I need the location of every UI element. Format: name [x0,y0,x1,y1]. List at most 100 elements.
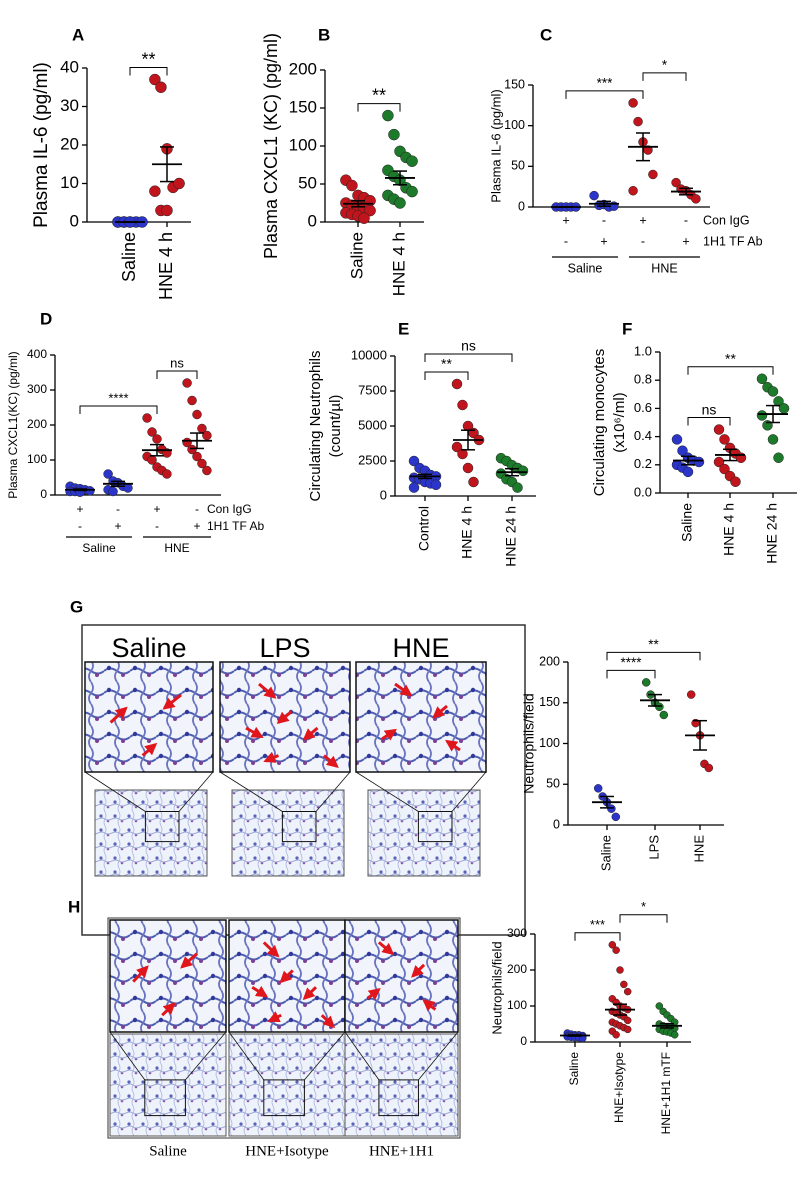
data-point [394,197,406,209]
data-point [767,434,779,445]
data-point [197,458,207,469]
significance-bracket [619,914,668,923]
data-point [773,452,784,463]
significance-bracket [574,932,621,941]
data-point [103,469,113,479]
x-row-mark: - [564,234,568,248]
y-tick-label: 0.2 [634,456,652,471]
histology-overview-image [231,789,345,877]
x-tick-label: HNE 4 h [156,232,176,300]
x-row-mark: - [78,519,82,533]
significance-label: ** [141,49,155,69]
data-point [611,812,621,822]
panel-letter: A [72,25,84,44]
y-tick-label: 20 [60,134,79,153]
data-point [719,463,730,475]
red-arrow [279,969,294,984]
significance-bracket [642,72,687,81]
red-arrow [302,986,318,1001]
y-tick-label: 10 [60,173,79,192]
y-tick-label: 50 [511,159,525,173]
data-point [623,1016,632,1025]
significance-label: ** [441,356,452,372]
data-point [468,476,479,488]
image-label: HNE [392,633,449,663]
data-point [612,946,620,954]
x-tick-label: Saline [347,232,366,279]
data-point [682,466,694,478]
significance-label: ** [648,637,659,652]
data-point [778,403,790,414]
red-arrow [263,751,280,763]
y-axis-label: Plasma IL-6 (pg/ml) [31,62,52,228]
significance-label: **** [620,655,642,670]
y-axis-label: Plasma CXCL1(KC) (pg/ml) [6,351,20,498]
zoom-connector [84,771,146,812]
x-tick-label: Saline [119,232,139,282]
significance-label: ** [725,350,736,366]
data-point [607,804,616,813]
red-arrow [381,728,397,741]
significance-label: * [662,57,668,72]
x-tick-label: HNE 24 h [503,506,519,567]
data-point [628,98,638,108]
x-row-name: 1H1 TF Ab [703,234,763,248]
x-row-mark: + [153,502,160,516]
y-tick-label: 1.0 [634,343,652,358]
data-point [192,409,202,420]
data-point [713,456,725,468]
y-tick-label: 50 [298,173,317,192]
red-arrow [377,941,395,956]
data-point [730,476,741,487]
x-row-mark: - [684,213,688,227]
significance-label: ns [170,355,184,370]
data-point [756,373,768,385]
data-point [187,444,197,455]
data-point [152,434,162,444]
data-point [346,179,358,192]
x-tick-label: Saline [679,503,695,542]
y-tick-label: 200 [27,417,47,431]
x-tick-label: Control [416,506,432,551]
data-point [192,451,202,462]
x-tick-label: HNE 4 h [721,503,737,556]
zoom-connector [109,1031,146,1081]
x-group-label: HNE [651,261,677,275]
significance-label: ** [372,85,386,105]
data-point [149,73,161,86]
data-point [655,1002,664,1010]
data-point [773,396,784,407]
zoom-connector [418,1031,459,1081]
zoom-box [263,1079,305,1117]
y-tick-label: 100 [539,736,560,750]
zoom-box [144,811,180,843]
data-point [671,177,681,188]
data-point [108,486,118,497]
data-point [161,204,173,217]
red-arrow [161,1002,176,1017]
data-point [693,456,705,468]
data-point [659,710,669,720]
histology-overview-image [344,1033,459,1137]
red-arrow [141,742,158,757]
significance-bracket [606,669,656,679]
data-point [430,479,442,491]
histology-overview-image [109,1033,227,1137]
panel-letter: C [540,25,552,44]
histology-zoom-image [109,919,227,1033]
y-tick-label: 100 [27,452,47,466]
histology-zoom-image [344,919,459,1033]
y-axis-label: Neutrophils/field [489,941,504,1034]
y-tick-label: 150 [289,97,317,116]
data-point [155,81,167,93]
x-row-mark: - [641,234,645,248]
significance-bracket [357,103,401,112]
image-label: Saline [111,633,186,663]
x-row-mark: + [600,234,607,248]
y-axis-label: (x10⁶/ml) [611,392,628,452]
y-tick-label: 200 [507,962,527,976]
y-tick-label: 10000 [351,347,387,362]
y-tick-label: 0 [308,211,317,230]
y-axis-label: Plasma IL-6 (pg/ml) [488,89,503,202]
x-row-mark: + [682,234,689,248]
